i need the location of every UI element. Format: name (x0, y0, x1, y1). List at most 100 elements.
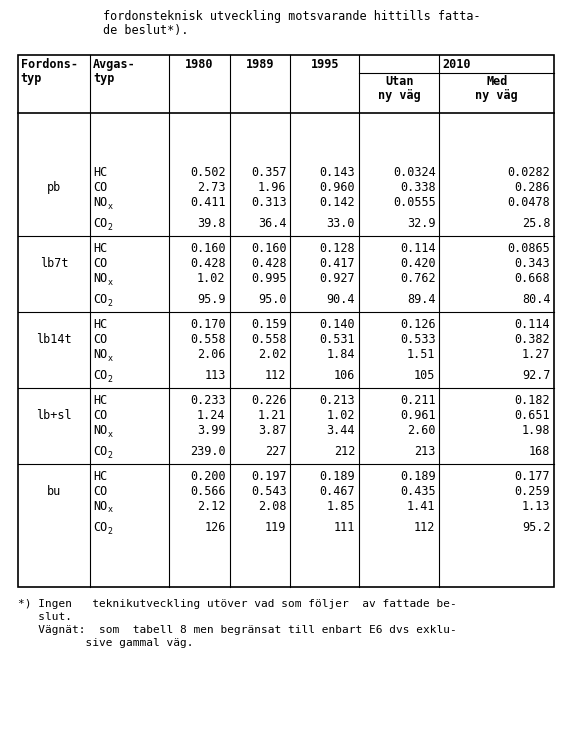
Text: NO: NO (93, 196, 108, 209)
Text: bu: bu (47, 485, 61, 498)
Text: 92.7: 92.7 (522, 369, 550, 382)
Text: 1.85: 1.85 (327, 500, 355, 513)
Text: 32.9: 32.9 (407, 217, 435, 230)
Text: 0.435: 0.435 (400, 485, 435, 498)
Text: lb7t: lb7t (40, 257, 68, 270)
Text: 33.0: 33.0 (327, 217, 355, 230)
Text: 0.126: 0.126 (400, 318, 435, 331)
Text: 0.0324: 0.0324 (393, 166, 435, 179)
Text: 2: 2 (108, 223, 113, 232)
Text: 0.286: 0.286 (514, 181, 550, 194)
Text: 1.24: 1.24 (197, 409, 225, 422)
Text: Avgas-: Avgas- (93, 58, 136, 71)
Text: 213: 213 (414, 445, 435, 458)
Text: CO: CO (93, 257, 108, 270)
Text: 0.259: 0.259 (514, 485, 550, 498)
Text: sive gammal väg.: sive gammal väg. (18, 638, 193, 648)
Text: CO: CO (93, 521, 108, 534)
Text: 1.51: 1.51 (407, 348, 435, 361)
Text: 1.41: 1.41 (407, 500, 435, 513)
Text: 111: 111 (334, 521, 355, 534)
Text: 0.200: 0.200 (190, 470, 225, 483)
Text: 0.960: 0.960 (320, 181, 355, 194)
Text: 2.73: 2.73 (197, 181, 225, 194)
Text: NO: NO (93, 272, 108, 285)
Text: 0.142: 0.142 (320, 196, 355, 209)
Text: 113: 113 (204, 369, 225, 382)
Bar (18, 55, 554, 587)
Text: typ: typ (93, 72, 114, 85)
Text: 95.0: 95.0 (258, 293, 287, 306)
Text: 0.531: 0.531 (320, 333, 355, 346)
Text: 25.8: 25.8 (522, 217, 550, 230)
Text: 1989: 1989 (246, 58, 274, 71)
Text: x: x (108, 277, 113, 287)
Text: 0.177: 0.177 (514, 470, 550, 483)
Text: 0.128: 0.128 (320, 242, 355, 255)
Text: *) Ingen   teknikutveckling utöver vad som följer  av fattade be-: *) Ingen teknikutveckling utöver vad som… (18, 599, 457, 609)
Text: 39.8: 39.8 (197, 217, 225, 230)
Text: HC: HC (93, 166, 108, 179)
Text: 0.0865: 0.0865 (507, 242, 550, 255)
Text: 2.60: 2.60 (407, 424, 435, 437)
Text: 0.357: 0.357 (251, 166, 287, 179)
Text: 1.02: 1.02 (197, 272, 225, 285)
Text: 168: 168 (529, 445, 550, 458)
Text: 0.651: 0.651 (514, 409, 550, 422)
Text: 0.543: 0.543 (251, 485, 287, 498)
Text: slut.: slut. (18, 612, 72, 622)
Text: x: x (108, 201, 113, 211)
Text: 0.502: 0.502 (190, 166, 225, 179)
Text: CO: CO (93, 217, 108, 230)
Text: x: x (108, 506, 113, 515)
Text: HC: HC (93, 394, 108, 407)
Text: 95.2: 95.2 (522, 521, 550, 534)
Text: 0.417: 0.417 (320, 257, 355, 270)
Text: 0.343: 0.343 (514, 257, 550, 270)
Text: CO: CO (93, 445, 108, 458)
Text: typ: typ (21, 72, 42, 85)
Text: NO: NO (93, 424, 108, 437)
Text: 89.4: 89.4 (407, 293, 435, 306)
Text: 1.27: 1.27 (522, 348, 550, 361)
Text: pb: pb (47, 181, 61, 194)
Text: 0.160: 0.160 (190, 242, 225, 255)
Text: 0.197: 0.197 (251, 470, 287, 483)
Text: 0.558: 0.558 (251, 333, 287, 346)
Text: de beslut*).: de beslut*). (103, 24, 188, 37)
Text: 95.9: 95.9 (197, 293, 225, 306)
Text: 0.114: 0.114 (514, 318, 550, 331)
Text: 0.140: 0.140 (320, 318, 355, 331)
Text: 0.143: 0.143 (320, 166, 355, 179)
Text: ny väg: ny väg (476, 89, 518, 102)
Text: 2.12: 2.12 (197, 500, 225, 513)
Text: 0.762: 0.762 (400, 272, 435, 285)
Text: 2: 2 (108, 375, 113, 384)
Text: 0.213: 0.213 (320, 394, 355, 407)
Text: 36.4: 36.4 (258, 217, 287, 230)
Text: 0.558: 0.558 (190, 333, 225, 346)
Text: 0.411: 0.411 (190, 196, 225, 209)
Text: CO: CO (93, 409, 108, 422)
Text: CO: CO (93, 369, 108, 382)
Text: 119: 119 (265, 521, 287, 534)
Text: 239.0: 239.0 (190, 445, 225, 458)
Text: Utan: Utan (385, 75, 413, 88)
Text: x: x (108, 353, 113, 363)
Text: 2010: 2010 (442, 58, 471, 71)
Text: 0.420: 0.420 (400, 257, 435, 270)
Text: 1.84: 1.84 (327, 348, 355, 361)
Text: HC: HC (93, 318, 108, 331)
Text: 0.226: 0.226 (251, 394, 287, 407)
Text: 1.02: 1.02 (327, 409, 355, 422)
Text: CO: CO (93, 333, 108, 346)
Text: 0.961: 0.961 (400, 409, 435, 422)
Text: 1.98: 1.98 (522, 424, 550, 437)
Text: 0.170: 0.170 (190, 318, 225, 331)
Text: 3.87: 3.87 (258, 424, 287, 437)
Text: 105: 105 (414, 369, 435, 382)
Text: 112: 112 (265, 369, 287, 382)
Text: 0.467: 0.467 (320, 485, 355, 498)
Text: 0.159: 0.159 (251, 318, 287, 331)
Text: lb14t: lb14t (36, 333, 72, 346)
